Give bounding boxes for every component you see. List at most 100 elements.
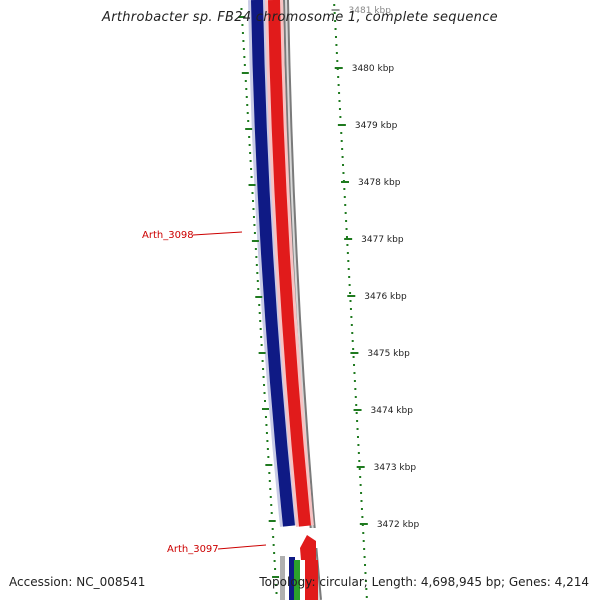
- ruler-minor-tick: [346, 244, 349, 246]
- ruler-major-tick: [337, 124, 346, 126]
- ruler-minor-tick: [341, 156, 344, 158]
- inner-track-tick: [248, 184, 256, 186]
- ruler-minor-tick: [365, 596, 368, 598]
- ruler-minor-tick: [338, 100, 341, 102]
- inner-track-tick: [272, 536, 275, 538]
- ruler-minor-tick: [339, 116, 342, 118]
- inner-track-tick: [240, 8, 243, 10]
- inner-track-tick: [261, 408, 269, 410]
- ruler-minor-tick: [333, 12, 336, 14]
- genome-summary-text: Topology: circular; Length: 4,698,945 bp…: [259, 575, 589, 589]
- inner-track-tick: [249, 152, 252, 154]
- inner-track-tick: [251, 192, 254, 194]
- inner-track-tick: [263, 392, 266, 394]
- inner-track-tick: [273, 560, 276, 562]
- ruler-tick-label: 3473 kbp: [374, 463, 417, 473]
- inner-track-tick: [264, 400, 266, 402]
- ruler-major-tick: [341, 181, 350, 183]
- gene-feature-green[interactable]: [294, 560, 300, 600]
- ruler-minor-tick: [334, 36, 337, 38]
- forward-cds-feature[interactable]: [268, 0, 311, 527]
- ruler-major-tick: [344, 238, 353, 240]
- inner-track-tick: [252, 216, 255, 218]
- ruler-minor-tick: [336, 60, 339, 62]
- ruler-minor-tick: [337, 76, 340, 78]
- ruler-minor-tick: [357, 452, 360, 454]
- ruler-minor-tick: [362, 540, 365, 542]
- forward-cds-arrowhead[interactable]: [300, 535, 316, 560]
- ruler-minor-tick: [335, 52, 338, 54]
- ruler-minor-tick: [344, 212, 347, 214]
- inner-track-tick: [266, 448, 269, 450]
- ruler-minor-tick: [363, 548, 366, 550]
- ruler-minor-tick: [343, 196, 346, 198]
- inner-track-tick: [252, 208, 255, 210]
- ruler-minor-tick: [349, 292, 352, 294]
- ruler-minor-tick: [342, 164, 345, 166]
- ruler-minor-tick: [352, 356, 355, 358]
- ruler-minor-tick: [341, 148, 344, 150]
- reverse-cds-arth-3097[interactable]: [289, 557, 295, 600]
- ruler-minor-tick: [334, 20, 337, 22]
- reverse-cds-arth-3098[interactable]: [251, 0, 295, 527]
- inner-track-tick: [245, 96, 248, 98]
- accession-text: Accession: NC_008541: [9, 575, 146, 589]
- ruler-major-tick: [347, 295, 356, 297]
- inner-track-tick: [274, 568, 277, 570]
- ruler-minor-tick: [337, 84, 340, 86]
- gene-label-arth-3098[interactable]: Arth_3098: [142, 230, 194, 241]
- gene-label-arth-3097[interactable]: Arth_3097: [167, 544, 219, 555]
- ruler-minor-tick: [356, 420, 359, 422]
- ruler-minor-tick: [361, 516, 364, 518]
- inner-track-tick: [255, 264, 258, 266]
- ruler-minor-tick: [351, 332, 354, 334]
- inner-track-tick: [255, 296, 263, 298]
- inner-track-tick: [265, 432, 268, 434]
- ruler-minor-tick: [354, 396, 357, 398]
- ruler-major-tick: [356, 466, 365, 468]
- ruler-major-tick: [331, 9, 340, 11]
- inner-track-tick: [265, 464, 273, 466]
- inner-track-tick: [273, 552, 276, 554]
- ruler-minor-tick: [345, 236, 348, 238]
- gene-label-leader: [217, 544, 267, 550]
- inner-track-tick: [272, 544, 275, 546]
- inner-track-tick: [260, 336, 263, 338]
- ruler-minor-tick: [349, 300, 352, 302]
- ruler-minor-tick: [345, 220, 348, 222]
- inner-track-tick: [254, 248, 257, 250]
- ruler-minor-tick: [355, 404, 358, 406]
- inner-track-tick: [264, 416, 267, 418]
- ruler-minor-tick: [349, 308, 352, 310]
- inner-track-tick: [243, 64, 246, 66]
- inner-track-tick: [263, 384, 266, 386]
- forward-cds-next[interactable]: [305, 560, 318, 600]
- ruler-minor-tick: [353, 364, 356, 366]
- inner-track-tick: [246, 104, 249, 106]
- ruler-minor-tick: [360, 508, 363, 510]
- inner-track-tick: [242, 48, 245, 50]
- ruler-minor-tick: [356, 428, 359, 430]
- inner-track-tick: [247, 120, 250, 122]
- map-title: Arthrobacter sp. FB24 chromosome 1, comp…: [102, 10, 498, 25]
- inner-track-tick: [275, 592, 278, 594]
- inner-track-tick: [256, 280, 259, 282]
- inner-track-tick: [265, 424, 268, 426]
- ruler-minor-tick: [342, 172, 345, 174]
- ruler-minor-tick: [344, 204, 347, 206]
- ruler-major-tick: [359, 523, 368, 525]
- inner-track-tick: [248, 144, 251, 146]
- ruler-minor-tick: [334, 28, 337, 30]
- inner-track-tick: [250, 168, 253, 170]
- ruler-minor-tick: [352, 348, 355, 350]
- inner-track-tick: [269, 488, 272, 490]
- ruler-minor-tick: [345, 228, 348, 230]
- inner-track-tick: [258, 312, 261, 314]
- ruler-minor-tick: [346, 252, 349, 254]
- ruler-minor-tick: [360, 500, 363, 502]
- inner-track-tick: [268, 472, 271, 474]
- inner-track-tick: [249, 160, 252, 162]
- inner-track-tick: [259, 320, 262, 322]
